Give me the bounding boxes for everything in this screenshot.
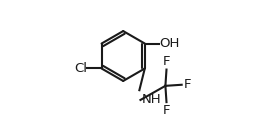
Text: Cl: Cl xyxy=(74,62,87,75)
Text: OH: OH xyxy=(159,37,180,50)
Text: F: F xyxy=(163,55,170,68)
Text: F: F xyxy=(163,104,170,117)
Text: NH: NH xyxy=(141,93,161,106)
Text: F: F xyxy=(183,78,191,91)
